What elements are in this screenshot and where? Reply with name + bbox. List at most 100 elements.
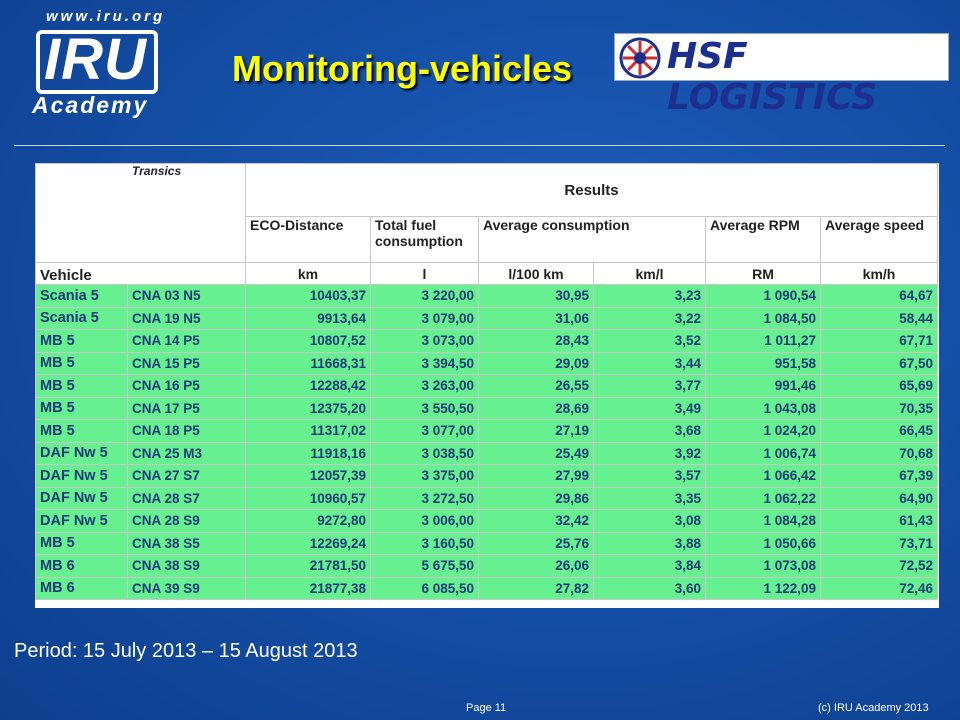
average-speed-cell: 73,71: [820, 531, 938, 555]
plate-cell: CNA 18 P5: [127, 419, 246, 443]
period-text: Period: 15 July 2013 – 15 August 2013: [14, 640, 358, 662]
iru-academy-logo: www.iru.org IRU Academy: [30, 8, 180, 120]
results-table-container: Transics Results ECO-Distance Total fuel…: [35, 163, 939, 608]
transics-label: Transics: [35, 163, 246, 263]
header-divider: [14, 145, 945, 146]
slide-title: Monitoring-vehicles: [232, 48, 573, 89]
hsf-logistics-logo: HSF LOGISTICS: [614, 33, 949, 118]
average-speed-cell: 67,39: [820, 464, 938, 488]
copyright-text: (c) IRU Academy 2013: [818, 702, 929, 714]
average-rpm-cell: 1 006,74: [705, 441, 821, 465]
consumption-l100km-cell: 25,76: [478, 531, 594, 555]
consumption-kml-cell: 3,22: [593, 306, 706, 330]
total-fuel-cell: 6 085,50: [370, 576, 479, 600]
consumption-l100km-cell: 26,55: [478, 374, 594, 398]
table-row: MB 5 CNA 17 P5 12375,20 3 550,50 28,69 3,49 1 …: [35, 396, 938, 420]
plate-cell: CNA 27 S7: [127, 464, 246, 488]
table-row: MB 5 CNA 38 S5 12269,24 3 160,50 25,76 3,88 1 …: [35, 531, 938, 555]
average-rpm-cell: 1 073,08: [705, 554, 821, 578]
consumption-kml-cell: 3,84: [593, 554, 706, 578]
total-fuel-cell: 3 006,00: [370, 509, 479, 533]
vehicle-cell: Scania 5: [35, 306, 128, 330]
average-rpm-cell: 951,58: [705, 351, 821, 375]
table-row: MB 5 CNA 15 P5 11668,31 3 394,50 29,09 3,44 95…: [35, 351, 938, 375]
total-fuel-cell: 3 077,00: [370, 419, 479, 443]
average-rpm-cell: 1 122,09: [705, 576, 821, 600]
eco-distance-cell: 12375,20: [245, 396, 371, 420]
consumption-l100km-cell: 31,06: [478, 306, 594, 330]
average-rpm-cell: 1 066,42: [705, 464, 821, 488]
page-number: Page 11: [466, 702, 507, 714]
vehicle-cell: DAF Nw 5: [35, 441, 128, 465]
eco-distance-cell: 10403,37: [245, 284, 371, 308]
col-header-average-consumption: Average consumption: [478, 216, 706, 263]
average-speed-cell: 70,68: [820, 441, 938, 465]
plate-cell: CNA 17 P5: [127, 396, 246, 420]
plate-cell: CNA 28 S7: [127, 486, 246, 510]
plate-cell: CNA 39 S9: [127, 576, 246, 600]
average-speed-cell: 64,90: [820, 486, 938, 510]
plate-cell: CNA 28 S9: [127, 509, 246, 533]
col-header-total-fuel: Total fuel consumption: [370, 216, 479, 263]
consumption-l100km-cell: 27,19: [478, 419, 594, 443]
vehicle-cell: DAF Nw 5: [35, 486, 128, 510]
average-rpm-cell: 1 084,28: [705, 509, 821, 533]
col-header-average-speed: Average speed: [820, 216, 938, 263]
total-fuel-cell: 3 073,00: [370, 329, 479, 353]
eco-distance-cell: 9913,64: [245, 306, 371, 330]
table-row: DAF Nw 5 CNA 28 S9 9272,80 3 006,00 32,42 3,0…: [35, 509, 938, 533]
iru-logo-frame: [36, 30, 158, 94]
eco-distance-cell: 12269,24: [245, 531, 371, 555]
results-table: Transics Results ECO-Distance Total fuel…: [35, 163, 938, 600]
plate-cell: CNA 14 P5: [127, 329, 246, 353]
total-fuel-cell: 3 272,50: [370, 486, 479, 510]
vehicle-cell: DAF Nw 5: [35, 464, 128, 488]
hsf-globe-icon: [619, 37, 661, 79]
consumption-kml-cell: 3,57: [593, 464, 706, 488]
consumption-kml-cell: 3,60: [593, 576, 706, 600]
vehicle-cell: MB 5: [35, 531, 128, 555]
iru-url: www.iru.org: [46, 8, 166, 25]
average-speed-cell: 72,52: [820, 554, 938, 578]
table-row: Scania 5 CNA 03 N5 10403,37 3 220,00 30,95 3,…: [35, 284, 938, 308]
vehicle-cell: Scania 5: [35, 284, 128, 308]
unit-km: km: [245, 262, 371, 285]
unit-km-per-l: km/l: [593, 262, 706, 285]
vehicle-cell: MB 5: [35, 374, 128, 398]
total-fuel-cell: 5 675,50: [370, 554, 479, 578]
eco-distance-cell: 11668,31: [245, 351, 371, 375]
consumption-kml-cell: 3,44: [593, 351, 706, 375]
average-rpm-cell: 1 062,22: [705, 486, 821, 510]
consumption-kml-cell: 3,88: [593, 531, 706, 555]
consumption-l100km-cell: 26,06: [478, 554, 594, 578]
col-header-eco-distance: ECO-Distance: [245, 216, 371, 263]
plate-cell: CNA 38 S9: [127, 554, 246, 578]
col-header-average-rpm: Average RPM: [705, 216, 821, 263]
average-rpm-cell: 1 050,66: [705, 531, 821, 555]
eco-distance-cell: 11317,02: [245, 419, 371, 443]
plate-cell: CNA 19 N5: [127, 306, 246, 330]
consumption-l100km-cell: 27,99: [478, 464, 594, 488]
consumption-kml-cell: 3,49: [593, 396, 706, 420]
consumption-l100km-cell: 29,86: [478, 486, 594, 510]
consumption-kml-cell: 3,68: [593, 419, 706, 443]
iru-academy-label: Academy: [32, 92, 149, 118]
results-header: Results: [245, 163, 938, 217]
eco-distance-cell: 21877,38: [245, 576, 371, 600]
consumption-kml-cell: 3,08: [593, 509, 706, 533]
eco-distance-cell: 10960,57: [245, 486, 371, 510]
table-body: Scania 5 CNA 03 N5 10403,37 3 220,00 30,95 3,…: [35, 284, 938, 600]
consumption-kml-cell: 3,35: [593, 486, 706, 510]
average-rpm-cell: 1 024,20: [705, 419, 821, 443]
iru-logo-text: IRU: [44, 27, 147, 92]
table-row: DAF Nw 5 CNA 28 S7 10960,57 3 272,50 29,86 3,…: [35, 486, 938, 510]
average-speed-cell: 64,67: [820, 284, 938, 308]
consumption-kml-cell: 3,52: [593, 329, 706, 353]
average-speed-cell: 70,35: [820, 396, 938, 420]
consumption-l100km-cell: 32,42: [478, 509, 594, 533]
hsf-logo-text: HSF LOGISTICS: [667, 36, 878, 118]
plate-cell: CNA 25 M3: [127, 441, 246, 465]
eco-distance-cell: 11918,16: [245, 441, 371, 465]
average-speed-cell: 58,44: [820, 306, 938, 330]
average-speed-cell: 67,71: [820, 329, 938, 353]
